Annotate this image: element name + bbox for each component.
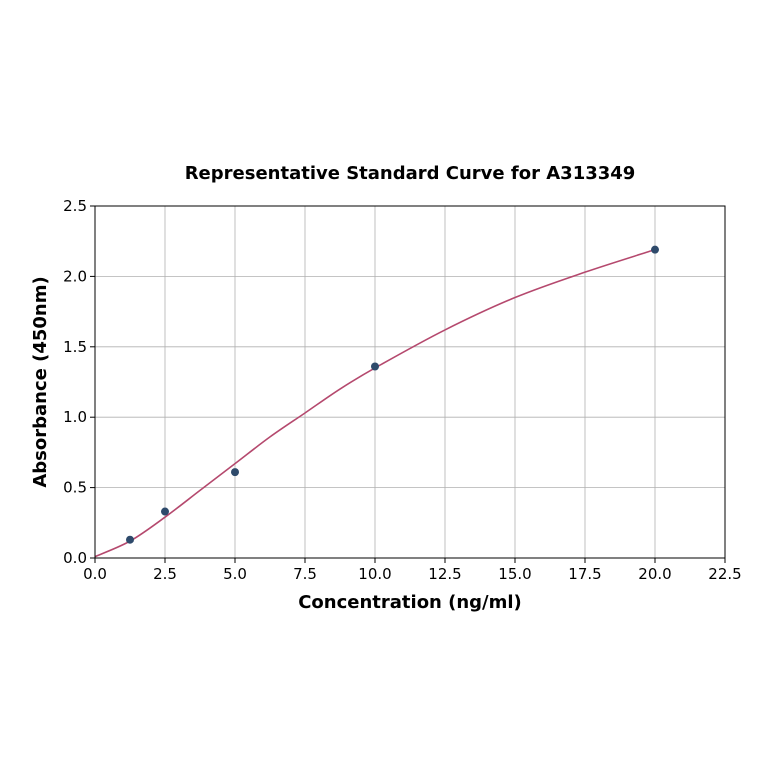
x-tick-label: 12.5: [428, 565, 461, 583]
grid: [94, 205, 726, 559]
x-tick-label: 22.5: [708, 565, 741, 583]
data-point: [231, 468, 239, 477]
x-tick-label: 0.0: [83, 565, 107, 583]
data-point: [161, 507, 169, 516]
x-tick-label: 17.5: [568, 565, 601, 583]
x-tick-label: 20.0: [638, 565, 671, 583]
data-point: [651, 245, 659, 254]
x-tick-label: 7.5: [293, 565, 317, 583]
ticks: 0.0 2.5 5.0 7.5 10.0 12.5 15.0 17.5 20.0 22.5 0.0 0…: [63, 197, 742, 583]
x-tick-label: 5.0: [223, 565, 247, 583]
x-tick-label: 10.0: [358, 565, 391, 583]
y-tick-label: 1.5: [63, 338, 87, 356]
plot-frame: [94, 205, 726, 559]
data-point: [371, 362, 379, 371]
y-tick-label: 1.0: [63, 408, 87, 426]
data-point: [126, 535, 134, 544]
fit-curve: [94, 248, 656, 558]
x-tick-label: 2.5: [153, 565, 177, 583]
chart-title: Representative Standard Curve for A31334…: [185, 163, 636, 184]
y-tick-label: 0.5: [63, 479, 87, 497]
y-tick-label: 2.5: [63, 197, 87, 215]
y-axis-label: Absorbance (450nm): [30, 276, 51, 487]
y-tick-label: 2.0: [63, 267, 87, 285]
y-tick-label: 0.0: [63, 549, 87, 567]
x-tick-label: 15.0: [498, 565, 531, 583]
data-points: [126, 245, 659, 544]
x-axis-label: Concentration (ng/ml): [298, 592, 522, 613]
